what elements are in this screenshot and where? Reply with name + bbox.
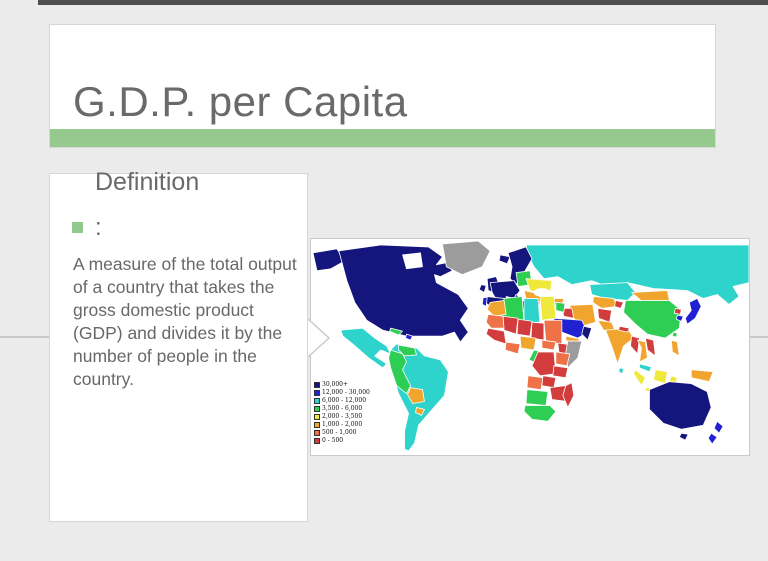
green-square-bullet-icon xyxy=(72,222,83,233)
legend-swatch-cyan xyxy=(314,398,320,404)
legend-row: 500 - 1,000 xyxy=(314,429,370,437)
legend-row: 1,000 - 2,000 xyxy=(314,421,370,429)
slide-title: G.D.P. per Capita xyxy=(73,78,408,125)
legend-swatch-salmon xyxy=(314,430,320,436)
legend-row: 6,000 - 12,000 xyxy=(314,397,370,405)
definition-colon: : xyxy=(95,213,102,241)
viewer-top-bar xyxy=(38,0,768,5)
world-map-image xyxy=(312,240,749,452)
definition-heading: Definition xyxy=(95,168,200,196)
callout-arrow-icon xyxy=(308,318,331,358)
definition-body-text: A measure of the total output of a count… xyxy=(73,253,297,389)
legend-row: 30,000+ xyxy=(314,381,370,389)
legend-row: 0 - 500 xyxy=(314,437,370,445)
legend-swatch-green xyxy=(314,406,320,412)
legend-swatch-blue xyxy=(314,390,320,396)
legend-row: 2,000 - 3,500 xyxy=(314,413,370,421)
legend-swatch-navy xyxy=(314,382,320,388)
legend-swatch-amber xyxy=(314,422,320,428)
gdp-world-map: 30,000+ 12,000 - 30,000 6,000 - 12,000 3… xyxy=(310,238,750,456)
legend-swatch-red xyxy=(314,438,320,444)
slide-title-card: G.D.P. per Capita xyxy=(49,24,716,148)
legend-row: 12,000 - 30,000 xyxy=(314,389,370,397)
title-accent-bar xyxy=(50,129,715,147)
map-legend: 30,000+ 12,000 - 30,000 6,000 - 12,000 3… xyxy=(314,381,370,445)
definition-panel: Definition : A measure of the total outp… xyxy=(49,168,331,522)
definition-bullet-row: : xyxy=(72,213,307,241)
legend-swatch-yellow xyxy=(314,414,320,420)
legend-row: 3,500 - 6,000 xyxy=(314,405,370,413)
